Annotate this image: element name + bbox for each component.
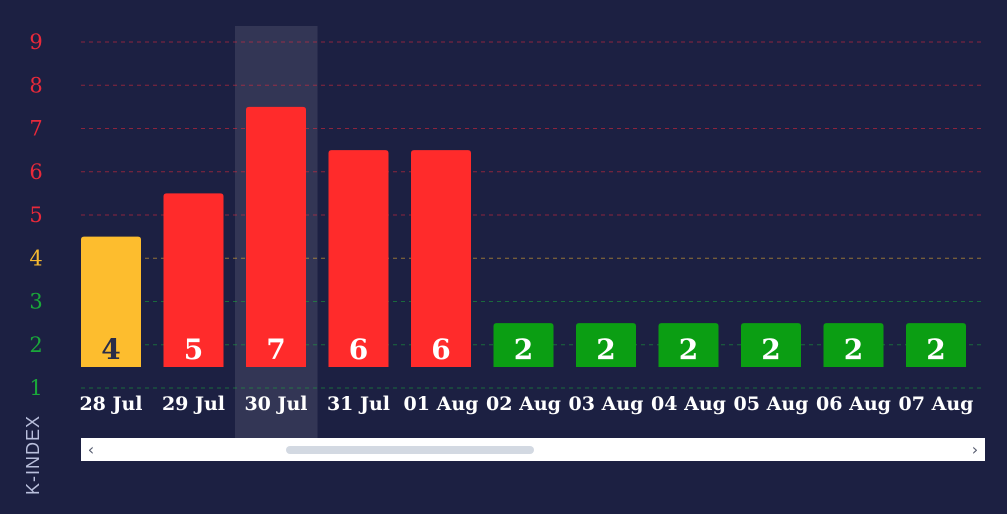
x-tick-label: 28 Jul <box>79 393 142 415</box>
bar-02-aug[interactable] <box>493 323 554 367</box>
x-tick-label: 29 Jul <box>162 393 225 415</box>
bar-value-label: 5 <box>184 333 203 366</box>
x-tick-label: 30 Jul <box>244 393 307 415</box>
y-tick-label: 4 <box>29 246 42 270</box>
x-tick-label: 04 Aug <box>651 393 726 415</box>
y-tick-label: 9 <box>29 30 42 54</box>
bar-31-jul[interactable] <box>328 150 389 367</box>
bar-value-label: 6 <box>431 333 450 366</box>
bar-value-label: 2 <box>514 333 533 366</box>
x-tick-label: 07 Aug <box>899 393 974 415</box>
bar-value-label: 4 <box>101 333 120 366</box>
bar-value-label: 2 <box>761 333 780 366</box>
y-tick-label: 5 <box>29 203 42 227</box>
bar-06-aug[interactable] <box>823 323 884 367</box>
bar-value-label: 2 <box>844 333 863 366</box>
scroll-left-arrow-icon[interactable]: ‹ <box>87 440 95 459</box>
horizontal-scrollbar[interactable]: ‹ › <box>81 438 985 461</box>
bar-value-label: 2 <box>596 333 615 366</box>
y-tick-label: 7 <box>29 117 42 141</box>
x-tick-label: 05 Aug <box>734 393 809 415</box>
scroll-right-arrow-icon[interactable]: › <box>971 440 979 459</box>
x-tick-label: 03 Aug <box>569 393 644 415</box>
bar-03-aug[interactable] <box>576 323 636 367</box>
y-tick-label: 2 <box>29 333 42 357</box>
y-axis-label: K-INDEX <box>23 414 43 495</box>
bar-value-label: 7 <box>266 333 285 366</box>
bar-value-label: 6 <box>349 333 368 366</box>
y-tick-label: 8 <box>29 73 42 97</box>
bar-01-aug[interactable] <box>411 150 471 367</box>
x-tick-label: 01 Aug <box>404 393 479 415</box>
y-tick-label: 6 <box>29 160 42 184</box>
bar-29-jul[interactable] <box>163 193 224 367</box>
bar-04-aug[interactable] <box>658 323 719 367</box>
scrollbar-thumb[interactable] <box>286 446 534 454</box>
x-tick-label: 02 Aug <box>486 393 561 415</box>
x-tick-label: 31 Jul <box>327 393 390 415</box>
bar-value-label: 2 <box>926 333 945 366</box>
bar-value-label: 2 <box>679 333 698 366</box>
kindex-bar-chart: 9 8 7 6 5 4 3 2 1 4 5 7 6 6 2 2 2 2 2 2 28 Jul 29 Jul 30 Jul… <box>29 26 985 438</box>
bar-05-aug[interactable] <box>741 323 801 367</box>
y-tick-label: 1 <box>29 376 42 400</box>
y-tick-label: 3 <box>29 290 42 314</box>
bar-28-jul[interactable] <box>81 236 141 367</box>
bar-07-aug[interactable] <box>906 323 966 367</box>
bar-30-jul[interactable] <box>246 106 306 367</box>
x-tick-label: 06 Aug <box>816 393 891 415</box>
